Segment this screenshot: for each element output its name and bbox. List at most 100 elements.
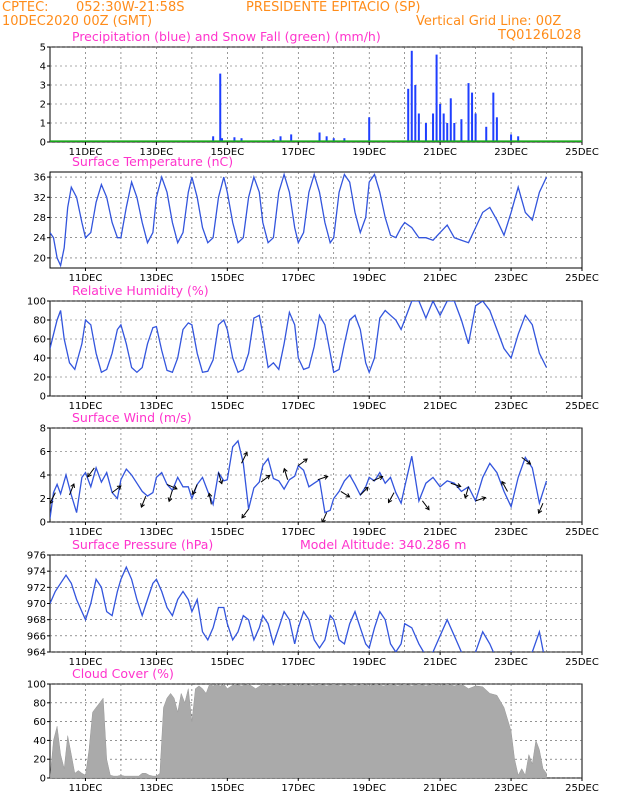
y-tick-label: 80 [33,698,46,709]
wind-arrow-head [425,505,430,511]
header-code: TQ0126L028 [498,28,582,43]
wind-arrow-head [481,496,487,501]
wind-arrow [521,456,531,465]
y-tick-label: 20 [33,253,46,264]
y-tick-label: 4 [40,62,46,73]
x-tick-label: 15DEC [210,147,244,158]
cloud-area [50,684,547,778]
wind-arrow [317,475,328,481]
x-tick-label: 25DEC [565,147,599,158]
y-tick-label: 100 [27,297,46,308]
panel-pressure: 964 966 968 970 972 974 976 11DEC 13DEC 15DEC 17DE… [27,537,599,668]
x-tick-label: 25DEC [565,783,599,794]
series-line-wind [50,439,548,519]
wind-arrow [501,481,508,492]
wind-arrow-head [167,497,173,503]
y-tick-label: 6 [40,447,46,458]
x-tick-label: 11DEC [69,147,103,158]
wind-arrow [241,452,248,464]
wind-arrow [283,468,289,480]
wind-arrow-head [345,493,351,498]
wind-arrow-head [282,467,288,473]
x-tick-label: 23DEC [494,657,528,668]
wind-arrow-head [537,509,543,514]
wind-arrow-head [191,490,197,496]
plot-area [50,301,548,375]
plot-area [50,565,545,652]
wind-arrow [217,472,223,484]
y-tick-label: 24 [33,233,46,244]
x-tick-label: 23DEC [494,401,528,412]
precip-bar [368,117,371,142]
y-tick-label: 40 [33,736,46,747]
header-source: CPTEC: [2,0,49,15]
precip-bar [325,136,328,142]
precip-bar [453,123,456,142]
x-tick-label: 21DEC [423,147,457,158]
panel-title: Surface Temperature (nC) [72,154,233,169]
precip-bar [510,134,513,142]
header-grid-note: Vertical Grid Line: 00Z [416,14,562,29]
wind-arrow-head [387,498,393,504]
wind-arrow [475,497,486,502]
plot-area [50,50,582,142]
header-date: 10DEC2020 00Z (GMT) [2,14,153,29]
wind-arrow-head [303,458,308,463]
x-tick-label: 19DEC [352,657,386,668]
plot-area [50,439,548,522]
x-tick-label: 23DEC [494,783,528,794]
wind-arrow-head [456,483,462,488]
x-tick-label: 23DEC [494,527,528,538]
wind-arrow [538,502,544,514]
wind-arrow [140,495,147,508]
precip-bar [424,123,427,142]
precip-bar [233,137,236,142]
wind-arrow-head [207,492,213,498]
wind-arrow [168,490,173,502]
precip-bar [435,54,438,142]
y-tick-label: 28 [33,213,46,224]
precip-bar [414,85,417,142]
x-tick-label: 25DEC [565,273,599,284]
x-tick-label: 13DEC [140,527,174,538]
precip-bar [492,92,495,142]
x-tick-label: 11DEC [69,401,103,412]
y-tick-label: 0 [40,518,46,529]
x-tick-label: 21DEC [423,783,457,794]
wind-arrow [111,485,122,494]
plot-area [50,172,548,268]
x-tick-label: 13DEC [140,783,174,794]
header-station: PRESIDENTE EPITACIO (SP) [246,0,421,15]
wind-arrow-head [463,493,469,499]
y-tick-label: 60 [33,717,46,728]
y-tick-label: 20 [33,755,46,766]
y-tick-label: 0 [40,138,46,149]
x-tick-label: 15DEC [210,527,244,538]
precip-bar [485,126,488,142]
x-tick-label: 17DEC [281,273,315,284]
y-tick-label: 966 [27,631,46,642]
wind-arrow [340,491,350,498]
precip-bar [460,119,463,142]
wind-arrow [241,508,250,519]
panel-title: Precipitation (blue) and Snow Fall (gree… [72,29,381,44]
y-tick-label: 2 [40,100,46,111]
precip-bar [471,92,474,142]
precip-bar [446,123,449,142]
panel-title: Cloud Cover (%) [72,666,174,681]
x-tick-label: 13DEC [140,657,174,668]
series-line-pressure [50,565,545,652]
y-tick-label: 970 [27,599,46,610]
x-tick-label: 17DEC [281,527,315,538]
x-tick-label: 19DEC [352,527,386,538]
wind-arrow-head [50,499,54,505]
wind-arrow-head [526,460,532,465]
plot-frame [49,46,583,143]
y-tick-label: 974 [27,567,46,578]
wind-arrow [421,500,430,510]
precip-bar [517,136,520,142]
precip-bar [442,113,445,142]
x-tick-label: 25DEC [565,527,599,538]
precip-bar [318,132,321,142]
x-tick-label: 13DEC [140,273,174,284]
